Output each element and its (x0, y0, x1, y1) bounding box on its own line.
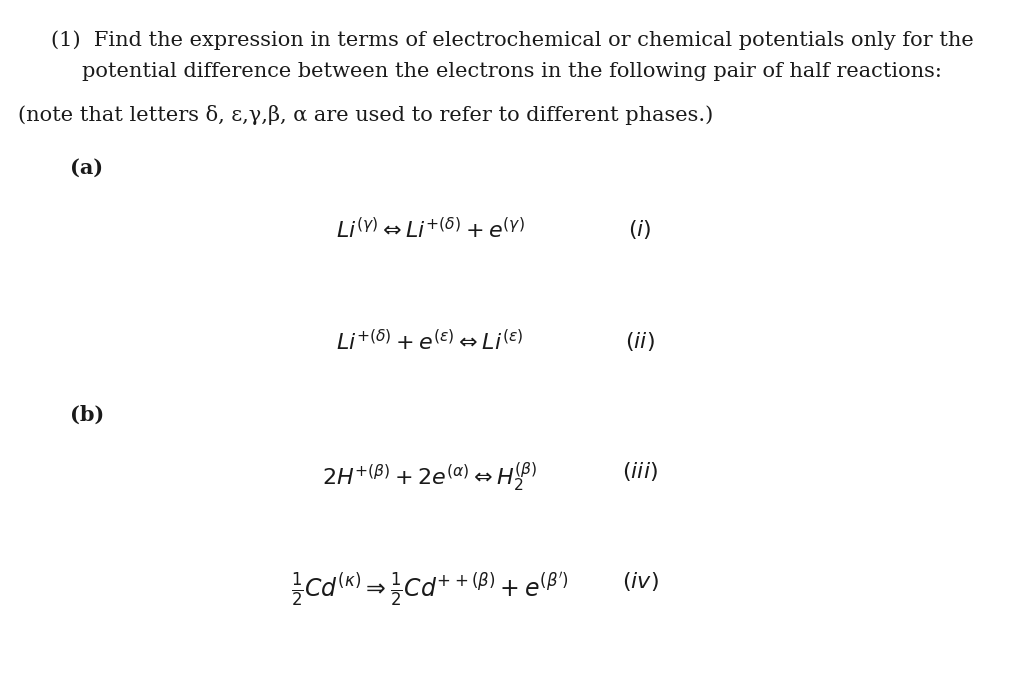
Text: (a): (a) (70, 158, 103, 178)
Text: (1)  Find the expression in terms of electrochemical or chemical potentials only: (1) Find the expression in terms of elec… (50, 30, 974, 49)
Text: $(i)$: $(i)$ (628, 218, 652, 241)
Text: $Li^{(\gamma)} \Leftrightarrow Li^{+(\delta)} + e^{(\gamma)}$: $Li^{(\gamma)} \Leftrightarrow Li^{+(\de… (336, 218, 524, 243)
Text: (b): (b) (70, 405, 104, 425)
Text: $(iii)$: $(iii)$ (622, 460, 658, 483)
Text: $\frac{1}{2}Cd^{(\kappa)} \Rightarrow \frac{1}{2}Cd^{++(\beta)} + e^{(\beta')}$: $\frac{1}{2}Cd^{(\kappa)} \Rightarrow \f… (291, 570, 569, 609)
Text: $Li^{+(\delta)} + e^{(\varepsilon)} \Leftrightarrow Li^{(\varepsilon)}$: $Li^{+(\delta)} + e^{(\varepsilon)} \Lef… (336, 330, 523, 355)
Text: $(ii)$: $(ii)$ (625, 330, 655, 353)
Text: potential difference between the electrons in the following pair of half reactio: potential difference between the electro… (82, 62, 942, 81)
Text: $2H^{+(\beta)} + 2e^{(\alpha)} \Leftrightarrow H_2^{(\beta)}$: $2H^{+(\beta)} + 2e^{(\alpha)} \Leftrigh… (323, 460, 538, 494)
Text: $(iv)$: $(iv)$ (622, 570, 658, 593)
Text: (note that letters δ, ε,γ,β, α are used to refer to different phases.): (note that letters δ, ε,γ,β, α are used … (18, 105, 714, 125)
